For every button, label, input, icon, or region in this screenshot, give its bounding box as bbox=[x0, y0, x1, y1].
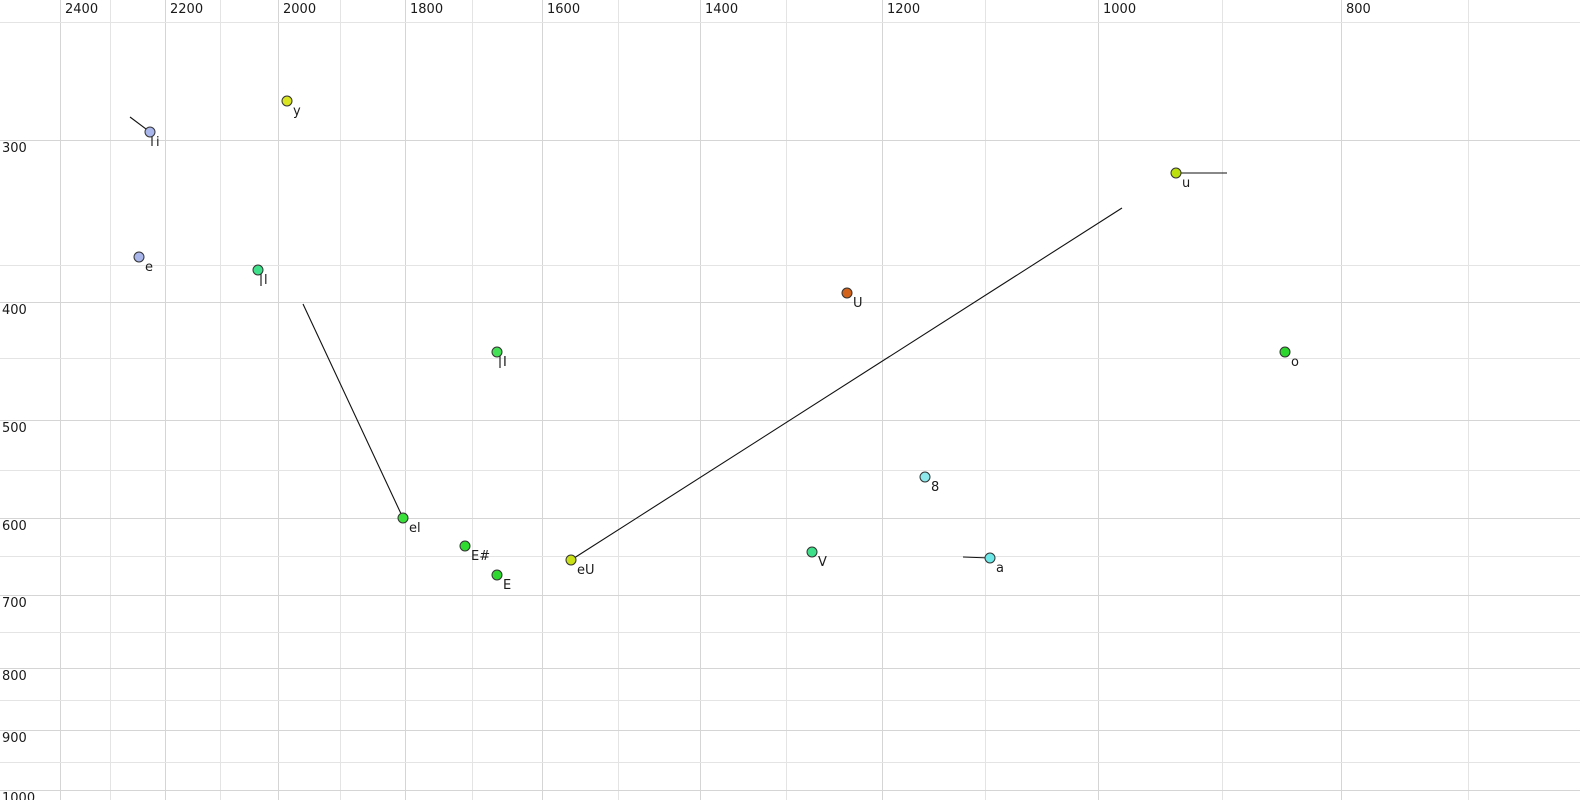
data-point-marker[interactable] bbox=[1279, 346, 1291, 358]
data-point-marker[interactable] bbox=[491, 569, 503, 581]
data-point-marker[interactable] bbox=[491, 346, 503, 358]
x-axis-tick-label: 1600 bbox=[547, 2, 581, 17]
data-point-label: o bbox=[1291, 355, 1299, 370]
y-axis-tick-label: 300 bbox=[2, 141, 27, 156]
data-point-label: y bbox=[293, 104, 301, 119]
y-axis-tick-label: 500 bbox=[2, 421, 27, 436]
x-axis-tick-label: 1400 bbox=[705, 2, 739, 17]
data-point-label: eU bbox=[577, 563, 595, 578]
data-point-label: u bbox=[1182, 176, 1191, 191]
data-point-marker[interactable] bbox=[133, 251, 145, 263]
data-point-marker[interactable] bbox=[459, 540, 471, 552]
y-axis-tick-label: 900 bbox=[2, 731, 27, 746]
data-point-marker[interactable] bbox=[397, 512, 409, 524]
data-point-label: i bbox=[156, 135, 160, 150]
data-point-label: E# bbox=[471, 549, 491, 564]
data-point-label: el bbox=[409, 521, 421, 536]
y-axis-tick-label: 800 bbox=[2, 669, 27, 684]
x-axis-tick-label: 2000 bbox=[283, 2, 317, 17]
data-point-marker[interactable] bbox=[565, 554, 577, 566]
data-point-label: a bbox=[996, 561, 1004, 576]
data-point-marker[interactable] bbox=[1170, 167, 1182, 179]
data-point-label: l bbox=[264, 273, 268, 288]
x-axis-tick-label: 1200 bbox=[887, 2, 921, 17]
x-axis-tick-label: 2200 bbox=[170, 2, 204, 17]
x-axis-tick-label: 1000 bbox=[1103, 2, 1137, 17]
data-point-marker[interactable] bbox=[252, 264, 264, 276]
y-axis-tick-label: 1000 bbox=[2, 791, 36, 800]
data-point-label: V bbox=[818, 555, 827, 570]
x-axis-tick-label: 1800 bbox=[410, 2, 444, 17]
connector-line bbox=[570, 207, 1123, 561]
data-point-marker[interactable] bbox=[984, 552, 996, 564]
data-point-label: 8 bbox=[931, 480, 940, 495]
x-axis-tick-label: 800 bbox=[1346, 2, 1371, 17]
y-axis-tick-label: 700 bbox=[2, 596, 27, 611]
data-point-marker[interactable] bbox=[281, 95, 293, 107]
data-point-label: e bbox=[145, 260, 153, 275]
data-point-marker[interactable] bbox=[144, 126, 156, 138]
data-point-marker[interactable] bbox=[841, 287, 853, 299]
data-point-label: U bbox=[853, 296, 863, 311]
data-point-marker[interactable] bbox=[806, 546, 818, 558]
y-axis-tick-label: 600 bbox=[2, 519, 27, 534]
y-axis-tick-label: 400 bbox=[2, 303, 27, 318]
data-point-label: E bbox=[503, 578, 512, 593]
x-axis-tick-label: 2400 bbox=[65, 2, 99, 17]
connector-line bbox=[302, 303, 404, 519]
data-point-marker[interactable] bbox=[919, 471, 931, 483]
data-point-label: I bbox=[503, 355, 507, 370]
